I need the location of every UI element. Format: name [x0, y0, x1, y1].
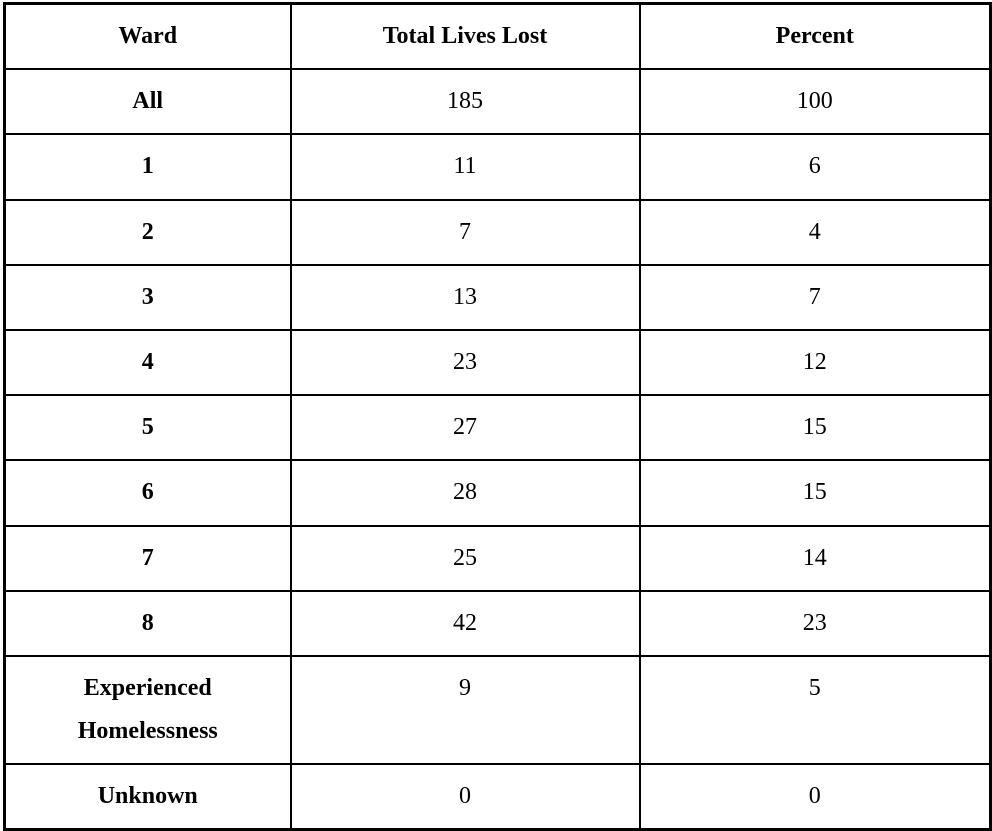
total-lives-lost-value: 185	[289, 68, 641, 136]
percent-value: 23	[638, 589, 992, 657]
table-header-row: Ward Total Lives Lost Percent	[3, 2, 992, 71]
lives-lost-by-ward-table: Ward Total Lives Lost Percent All 185 10…	[3, 2, 992, 831]
percent-value: 14	[638, 524, 992, 592]
total-lives-lost-value: 27	[289, 394, 641, 462]
total-lives-lost-value: 9	[289, 654, 641, 766]
header-total-lives-lost: Total Lives Lost	[289, 2, 641, 71]
ward-label: 4	[3, 328, 292, 397]
table-row: 8 42 23	[3, 589, 992, 657]
table-row: 4 23 12	[3, 328, 992, 397]
percent-value: 5	[638, 654, 992, 766]
percent-value: 12	[638, 328, 992, 397]
ward-label: 3	[3, 263, 292, 331]
table-row: All 185 100	[3, 68, 992, 136]
header-ward: Ward	[3, 2, 292, 71]
ward-label: Unknown	[3, 763, 292, 831]
ward-label: 5	[3, 394, 292, 462]
table-row: Unknown 0 0	[3, 763, 992, 831]
ward-label: 8	[3, 589, 292, 657]
percent-value: 7	[638, 263, 992, 331]
ward-label: Experienced Homelessness	[3, 654, 292, 766]
percent-value: 4	[638, 198, 992, 266]
total-lives-lost-value: 42	[289, 589, 641, 657]
percent-value: 6	[638, 133, 992, 201]
table-row: Experienced Homelessness 9 5	[3, 654, 992, 766]
ward-label: All	[3, 68, 292, 136]
total-lives-lost-value: 23	[289, 328, 641, 397]
total-lives-lost-value: 11	[289, 133, 641, 201]
total-lives-lost-value: 13	[289, 263, 641, 331]
table-row: 2 7 4	[3, 198, 992, 266]
table-row: 7 25 14	[3, 524, 992, 592]
ward-label: 6	[3, 459, 292, 527]
ward-label: 2	[3, 198, 292, 266]
ward-label: 7	[3, 524, 292, 592]
table-row: 6 28 15	[3, 459, 992, 527]
percent-value: 15	[638, 459, 992, 527]
ward-label: 1	[3, 133, 292, 201]
total-lives-lost-value: 25	[289, 524, 641, 592]
percent-value: 100	[638, 68, 992, 136]
table-row: 5 27 15	[3, 394, 992, 462]
table-row: 1 11 6	[3, 133, 992, 201]
total-lives-lost-value: 7	[289, 198, 641, 266]
table-row: 3 13 7	[3, 263, 992, 331]
header-percent: Percent	[638, 2, 992, 71]
total-lives-lost-value: 0	[289, 763, 641, 831]
total-lives-lost-value: 28	[289, 459, 641, 527]
percent-value: 15	[638, 394, 992, 462]
percent-value: 0	[638, 763, 992, 831]
